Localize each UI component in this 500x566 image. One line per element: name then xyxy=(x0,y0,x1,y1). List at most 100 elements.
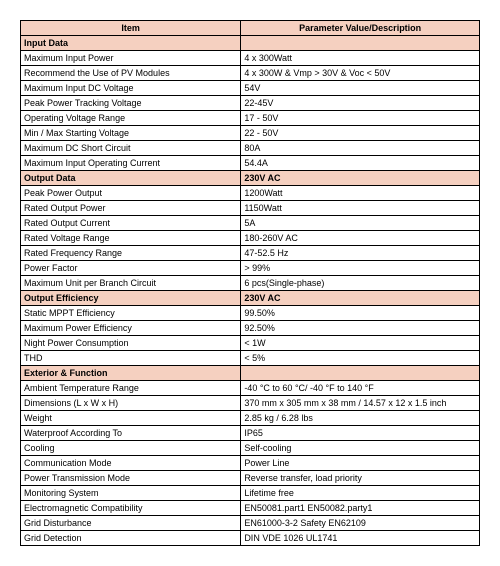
row-key: Dimensions (L x W x H) xyxy=(21,396,241,411)
table-row: Peak Power Tracking Voltage22-45V xyxy=(21,96,480,111)
section-title: Output Data xyxy=(21,171,241,186)
row-value: 180-260V AC xyxy=(241,231,480,246)
row-value: 6 pcs(Single-phase) xyxy=(241,276,480,291)
table-row: Maximum DC Short Circuit80A xyxy=(21,141,480,156)
table-row: Maximum Input Power4 x 300Watt xyxy=(21,51,480,66)
table-row: Waterproof According ToIP65 xyxy=(21,426,480,441)
row-key: Operating Voltage Range xyxy=(21,111,241,126)
table-row: Power Factor> 99% xyxy=(21,261,480,276)
table-row: Rated Voltage Range180-260V AC xyxy=(21,231,480,246)
row-value: 47-52.5 Hz xyxy=(241,246,480,261)
row-value: 1200Watt xyxy=(241,186,480,201)
row-value: Power Line xyxy=(241,456,480,471)
table-row: Operating Voltage Range17 - 50V xyxy=(21,111,480,126)
header-value: Parameter Value/Description xyxy=(241,21,480,36)
row-value: Self-cooling xyxy=(241,441,480,456)
row-key: Grid Disturbance xyxy=(21,516,241,531)
row-key: Maximum Input Power xyxy=(21,51,241,66)
table-row: Maximum Power Efficiency92.50% xyxy=(21,321,480,336)
table-row: Grid DetectionDIN VDE 1026 UL1741 xyxy=(21,531,480,546)
table-row: Monitoring SystemLifetime free xyxy=(21,486,480,501)
row-key: Power Factor xyxy=(21,261,241,276)
row-value: 54V xyxy=(241,81,480,96)
row-key: Maximum Input Operating Current xyxy=(21,156,241,171)
section-title2 xyxy=(241,36,480,51)
table-row: Rated Output Current5A xyxy=(21,216,480,231)
row-value: 17 - 50V xyxy=(241,111,480,126)
table-row: Night Power Consumption< 1W xyxy=(21,336,480,351)
row-value: EN50081.part1 EN50082.party1 xyxy=(241,501,480,516)
row-value: Lifetime free xyxy=(241,486,480,501)
row-key: Maximum Input DC Voltage xyxy=(21,81,241,96)
row-key: Communication Mode xyxy=(21,456,241,471)
row-key: Maximum Unit per Branch Circuit xyxy=(21,276,241,291)
section-title2: 230V AC xyxy=(241,291,480,306)
row-key: Min / Max Starting Voltage xyxy=(21,126,241,141)
section-header-row: Input Data xyxy=(21,36,480,51)
row-value: DIN VDE 1026 UL1741 xyxy=(241,531,480,546)
table-row: Maximum Input DC Voltage54V xyxy=(21,81,480,96)
section-title: Input Data xyxy=(21,36,241,51)
row-key: Electromagnetic Compatibility xyxy=(21,501,241,516)
section-header-row: Output Data230V AC xyxy=(21,171,480,186)
section-header-row: Output Efficiency230V AC xyxy=(21,291,480,306)
row-key: Weight xyxy=(21,411,241,426)
row-key: Monitoring System xyxy=(21,486,241,501)
table-row: Static MPPT Efficiency99.50% xyxy=(21,306,480,321)
row-key: Power Transmission Mode xyxy=(21,471,241,486)
row-value: < 1W xyxy=(241,336,480,351)
row-key: Grid Detection xyxy=(21,531,241,546)
section-title: Output Efficiency xyxy=(21,291,241,306)
row-value: IP65 xyxy=(241,426,480,441)
spec-table: Item Parameter Value/Description Input D… xyxy=(20,20,480,546)
section-title: Exterior & Function xyxy=(21,366,241,381)
table-row: CoolingSelf-cooling xyxy=(21,441,480,456)
table-row: Min / Max Starting Voltage22 - 50V xyxy=(21,126,480,141)
row-key: Rated Output Current xyxy=(21,216,241,231)
table-row: Weight2.85 kg / 6.28 lbs xyxy=(21,411,480,426)
table-row: Recommend the Use of PV Modules4 x 300W … xyxy=(21,66,480,81)
section-title2 xyxy=(241,366,480,381)
table-row: THD< 5% xyxy=(21,351,480,366)
row-value: 5A xyxy=(241,216,480,231)
table-row: Peak Power Output1200Watt xyxy=(21,186,480,201)
row-value: EN61000-3-2 Safety EN62109 xyxy=(241,516,480,531)
row-key: Maximum DC Short Circuit xyxy=(21,141,241,156)
row-key: Peak Power Tracking Voltage xyxy=(21,96,241,111)
row-value: Reverse transfer, load priority xyxy=(241,471,480,486)
table-row: Grid DisturbanceEN61000-3-2 Safety EN621… xyxy=(21,516,480,531)
table-row: Rated Output Power1150Watt xyxy=(21,201,480,216)
row-value: 22-45V xyxy=(241,96,480,111)
row-value: 80A xyxy=(241,141,480,156)
row-value: 1150Watt xyxy=(241,201,480,216)
row-value: 22 - 50V xyxy=(241,126,480,141)
row-value: > 99% xyxy=(241,261,480,276)
row-value: < 5% xyxy=(241,351,480,366)
row-value: 370 mm x 305 mm x 38 mm / 14.57 x 12 x 1… xyxy=(241,396,480,411)
table-body: Input DataMaximum Input Power4 x 300Watt… xyxy=(21,36,480,546)
row-key: Recommend the Use of PV Modules xyxy=(21,66,241,81)
row-value: 54.4A xyxy=(241,156,480,171)
row-key: Rated Frequency Range xyxy=(21,246,241,261)
row-key: Static MPPT Efficiency xyxy=(21,306,241,321)
table-row: Maximum Input Operating Current54.4A xyxy=(21,156,480,171)
row-key: Night Power Consumption xyxy=(21,336,241,351)
section-title2: 230V AC xyxy=(241,171,480,186)
row-key: Ambient Temperature Range xyxy=(21,381,241,396)
table-row: Communication ModePower Line xyxy=(21,456,480,471)
section-header-row: Exterior & Function xyxy=(21,366,480,381)
table-row: Maximum Unit per Branch Circuit6 pcs(Sin… xyxy=(21,276,480,291)
row-key: Cooling xyxy=(21,441,241,456)
table-row: Ambient Temperature Range-40 °C to 60 °C… xyxy=(21,381,480,396)
header-item: Item xyxy=(21,21,241,36)
row-key: Maximum Power Efficiency xyxy=(21,321,241,336)
row-value: -40 °C to 60 °C/ -40 °F to 140 °F xyxy=(241,381,480,396)
row-value: 4 x 300Watt xyxy=(241,51,480,66)
table-row: Electromagnetic CompatibilityEN50081.par… xyxy=(21,501,480,516)
table-row: Rated Frequency Range47-52.5 Hz xyxy=(21,246,480,261)
row-key: THD xyxy=(21,351,241,366)
row-value: 2.85 kg / 6.28 lbs xyxy=(241,411,480,426)
table-row: Power Transmission ModeReverse transfer,… xyxy=(21,471,480,486)
row-key: Rated Output Power xyxy=(21,201,241,216)
row-value: 92.50% xyxy=(241,321,480,336)
